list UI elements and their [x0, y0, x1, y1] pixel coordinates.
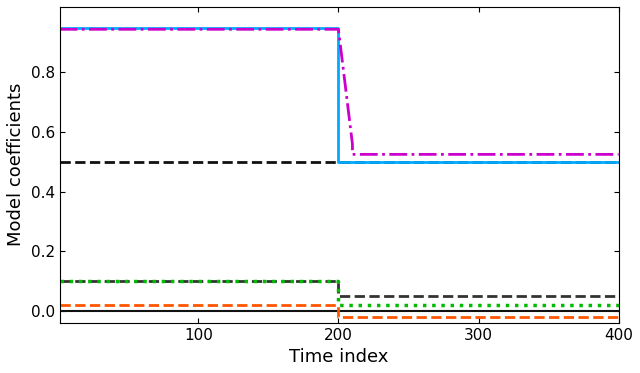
X-axis label: Time index: Time index — [289, 348, 389, 366]
Y-axis label: Model coefficients: Model coefficients — [7, 83, 25, 247]
